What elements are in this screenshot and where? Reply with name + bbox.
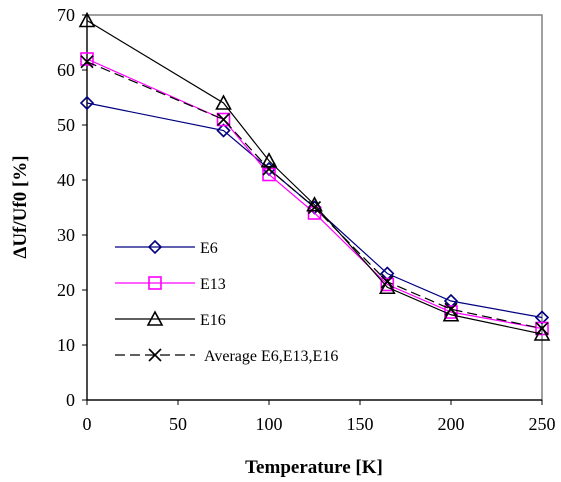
legend-label-3: Average E6,E13,E16: [204, 348, 338, 365]
data-point-0-1: [216, 123, 231, 138]
legend-label-0: E6: [200, 240, 218, 257]
legend-marker-2: [146, 310, 164, 326]
data-point-3-5: [444, 302, 458, 316]
legend-label-2: E16: [200, 312, 226, 329]
data-point-2-4: [378, 278, 396, 295]
data-point-2-0: [78, 11, 96, 28]
y-tick-label-0: 0: [66, 390, 75, 410]
y-tick-label-60: 60: [57, 60, 75, 80]
series-average-e6-e13-e16: [80, 55, 549, 336]
legend: E6 E13 E16 Average E6,E13,E16: [115, 239, 338, 365]
x-tick-label-200: 200: [438, 414, 465, 434]
series-line-2: [86, 19, 543, 335]
x-tick-label-0: 0: [83, 414, 92, 434]
y-tick-label-30: 30: [57, 225, 75, 245]
x-tick-label-250: 250: [529, 414, 556, 434]
y-tick-label-20: 20: [57, 280, 75, 300]
data-point-1-6: [535, 321, 549, 336]
x-tick-label-50: 50: [169, 414, 187, 434]
data-point-3-3: [307, 200, 322, 215]
data-point-1-1: [216, 112, 231, 127]
axis-ticks: 0 50 100 150 200 250 0 10 20 30 40 50 60 70: [57, 5, 556, 434]
data-point-3-6: [535, 321, 549, 336]
data-point-0-0: [79, 95, 95, 111]
y-axis-title: ΔUf/Uf0 [%]: [10, 155, 31, 258]
x-tick-label-150: 150: [347, 414, 374, 434]
legend-marker-3: [148, 348, 162, 362]
legend-label-1: E13: [200, 276, 226, 293]
x-tick-label-100: 100: [256, 414, 283, 434]
data-point-3-1: [216, 112, 231, 127]
data-point-2-6: [533, 325, 551, 341]
data-point-0-6: [534, 310, 550, 325]
y-tick-label-50: 50: [57, 115, 75, 135]
data-point-2-1: [215, 94, 232, 110]
y-tick-label-70: 70: [57, 5, 75, 25]
x-axis-title: Temperature [K]: [245, 457, 383, 478]
data-point-1-4: [380, 277, 395, 292]
series-layer: [78, 11, 551, 341]
data-point-3-2: [262, 162, 276, 176]
data-point-3-0: [80, 55, 94, 69]
y-tick-label-40: 40: [57, 170, 75, 190]
legend-marker-1: [148, 276, 162, 290]
data-point-3-4: [380, 275, 394, 289]
data-point-1-0: [80, 52, 94, 66]
y-tick-label-10: 10: [57, 335, 75, 355]
data-point-2-5: [442, 306, 460, 322]
data-point-2-2: [260, 152, 278, 168]
legend-marker-0: [147, 239, 163, 255]
